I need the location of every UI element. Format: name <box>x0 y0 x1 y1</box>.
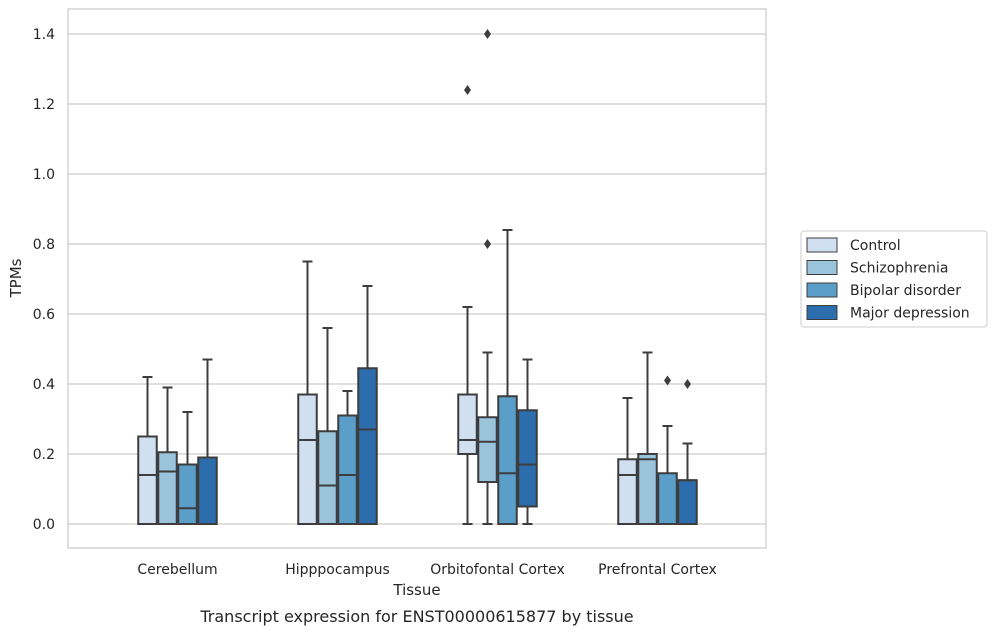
x-tick-label: Cerebellum <box>137 562 217 578</box>
y-tick-label: 1.4 <box>33 27 55 43</box>
x-tick-label: Orbitofontal Cortex <box>430 562 565 578</box>
y-tick-label: 0.4 <box>33 377 55 393</box>
box-0-0 <box>137 376 158 525</box>
box-iqr <box>457 393 478 455</box>
legend-frame <box>800 230 988 328</box>
box-iqr <box>137 435 158 525</box>
box-iqr <box>517 409 538 508</box>
box-iqr <box>337 414 358 525</box>
x-tick-label: Prefrontal Cortex <box>598 562 717 578</box>
box-2-2 <box>497 229 518 525</box>
box-0-3 <box>197 358 218 525</box>
y-tick-label: 0.8 <box>33 237 55 253</box>
y-tick-label: 0.0 <box>33 517 55 533</box>
box-1-1 <box>317 327 338 525</box>
legend-label: Control <box>850 238 901 254</box>
box-iqr <box>317 430 338 525</box>
box-1-3 <box>357 285 378 525</box>
y-tick-label: 0.2 <box>33 447 55 463</box>
plot-frame <box>67 8 767 549</box>
x-tick-label: Hipppocampus <box>285 562 390 578</box>
x-axis-label: Tissue <box>392 581 440 599</box>
outlier-point <box>484 29 491 39</box>
box-3-2 <box>657 375 678 525</box>
legend-label: Major depression <box>850 306 970 322</box>
box-iqr <box>297 393 318 525</box>
y-tick-label: 1.0 <box>33 167 55 183</box>
box-iqr <box>197 456 218 525</box>
legend-swatch <box>806 260 838 275</box>
outlier-point <box>484 239 491 249</box>
box-2-0 <box>457 85 478 525</box>
legend-label: Schizophrenia <box>850 261 948 277</box>
legend-swatch <box>806 305 838 320</box>
box-3-3 <box>677 379 698 525</box>
box-iqr <box>157 451 178 525</box>
box-iqr <box>637 453 658 525</box>
outlier-point <box>464 85 471 95</box>
box-2-1 <box>477 29 498 525</box>
box-1-2 <box>337 390 358 525</box>
box-iqr <box>497 395 518 525</box>
box-iqr <box>617 458 638 525</box>
x-axis-ticks: Cerebellum Hipppocampus Orbitofontal Corte… <box>137 562 716 578</box>
chart-caption: Transcript expression for ENST0000061587… <box>199 607 633 626</box>
y-axis-label: TPMs <box>7 258 25 298</box>
box-2-3 <box>517 358 538 525</box>
box-0-1 <box>157 386 178 525</box>
outlier-point <box>664 375 671 386</box>
y-tick-label: 1.2 <box>33 97 55 113</box>
outlier-point <box>684 379 691 389</box>
box-iqr <box>357 367 378 525</box>
legend-swatch <box>806 237 838 253</box>
box-iqr <box>177 463 198 525</box>
box-1-0 <box>297 260 318 525</box>
gridlines <box>68 33 766 525</box>
box-iqr <box>677 479 698 525</box>
legend-swatch <box>806 282 838 298</box>
box-0-2 <box>177 411 198 525</box>
boxplot-series <box>137 29 698 525</box>
box-3-0 <box>617 397 638 525</box>
legend: Control Schizophrenia Bipolar disorder Majo… <box>800 230 988 328</box>
box-3-1 <box>637 351 658 525</box>
y-axis-ticks: 0.0 0.2 0.4 0.6 0.8 1.0 1.2 1.4 <box>33 27 55 533</box>
legend-label: Bipolar disorder <box>850 283 961 299</box>
box-iqr <box>657 472 678 525</box>
y-tick-label: 0.6 <box>33 307 55 323</box>
box-iqr <box>477 416 498 483</box>
